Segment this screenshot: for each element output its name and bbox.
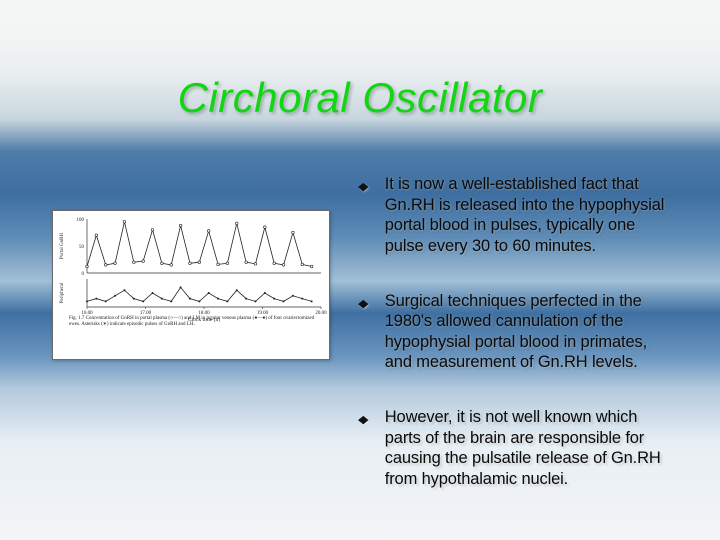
bullet-list: ◆ It is now a well-established fact that…: [358, 174, 676, 524]
diamond-icon: ◆: [358, 180, 369, 194]
svg-text:Peripheral: Peripheral: [60, 282, 65, 303]
svg-text:50: 50: [79, 245, 85, 250]
bullet-item: ◆ It is now a well-established fact that…: [358, 174, 676, 257]
figure-chart: 16.0017.0018.0019.0020.00050100Portal Gn…: [52, 210, 330, 360]
svg-text:Portal GnRH: Portal GnRH: [60, 232, 65, 259]
bullet-item: ◆ Surgical techniques perfected in the 1…: [358, 291, 676, 374]
slide-title: Circhoral Oscillator: [0, 74, 720, 122]
svg-text:20.00: 20.00: [315, 311, 327, 316]
bullet-text: However, it is not well known which part…: [385, 407, 676, 490]
bullet-text: Surgical techniques perfected in the 198…: [385, 291, 676, 374]
diamond-icon: ◆: [358, 413, 369, 427]
bullet-item: ◆ However, it is not well known which pa…: [358, 407, 676, 490]
slide-root: Circhoral Oscillator 16.0017.0018.0019.0…: [0, 0, 720, 540]
diamond-icon: ◆: [358, 296, 369, 310]
bullet-text: It is now a well-established fact that G…: [385, 174, 676, 257]
svg-text:100: 100: [77, 218, 85, 223]
figure-caption: Fig. 1.7 Concentration of GnRH in portal…: [69, 316, 317, 327]
